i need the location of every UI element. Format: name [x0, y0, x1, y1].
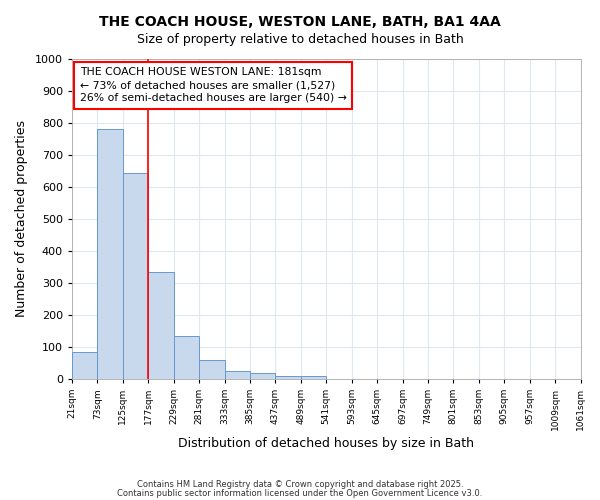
Bar: [97, 130, 123, 379]
Bar: [199, 360, 224, 379]
Text: THE COACH HOUSE WESTON LANE: 181sqm
← 73% of detached houses are smaller (1,527): THE COACH HOUSE WESTON LANE: 181sqm ← 73…: [80, 67, 346, 104]
Bar: [301, 376, 326, 379]
Bar: [72, 352, 97, 379]
Text: Size of property relative to detached houses in Bath: Size of property relative to detached ho…: [137, 32, 463, 46]
Text: THE COACH HOUSE, WESTON LANE, BATH, BA1 4AA: THE COACH HOUSE, WESTON LANE, BATH, BA1 …: [99, 15, 501, 29]
Bar: [250, 373, 275, 379]
Bar: [148, 272, 173, 379]
Text: Contains public sector information licensed under the Open Government Licence v3: Contains public sector information licen…: [118, 488, 482, 498]
Bar: [123, 172, 148, 379]
Bar: [224, 371, 250, 379]
X-axis label: Distribution of detached houses by size in Bath: Distribution of detached houses by size …: [178, 437, 474, 450]
Bar: [173, 336, 199, 379]
Text: Contains HM Land Registry data © Crown copyright and database right 2025.: Contains HM Land Registry data © Crown c…: [137, 480, 463, 489]
Y-axis label: Number of detached properties: Number of detached properties: [15, 120, 28, 318]
Bar: [275, 376, 301, 379]
